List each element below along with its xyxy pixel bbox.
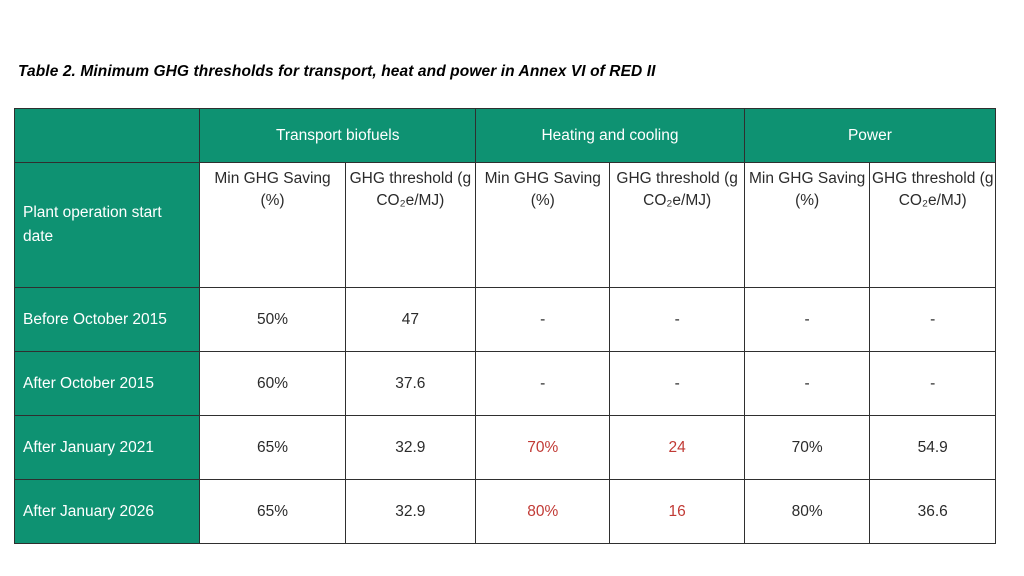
cell-value: - xyxy=(743,287,871,352)
table-row: Before October 2015 50% 47 - - - - xyxy=(13,287,996,352)
cell-value: 54.9 xyxy=(869,415,996,480)
cell-value: - xyxy=(609,287,745,352)
cell-value: 47 xyxy=(344,287,477,352)
row-header-title: Plant operation start date xyxy=(13,162,201,288)
cell-value: 65% xyxy=(199,479,346,544)
row-label: After October 2015 xyxy=(13,351,201,416)
subheader-text: GHG threshold (g CO₂e/MJ) xyxy=(871,170,994,210)
cell-value: 32.9 xyxy=(344,479,477,544)
cell-value: - xyxy=(869,287,996,352)
cell-value: 80% xyxy=(743,479,871,544)
cell-value: 65% xyxy=(199,415,346,480)
cell-value: 70% xyxy=(475,415,611,480)
subheader-heating-threshold: GHG threshold (g CO₂e/MJ) xyxy=(609,162,745,288)
table-row: After January 2026 65% 32.9 80% 16 80% 3… xyxy=(13,479,996,544)
cell-value: 37.6 xyxy=(344,351,477,416)
table-row: After October 2015 60% 37.6 - - - - xyxy=(13,351,996,416)
cell-value: 80% xyxy=(475,479,611,544)
subheader-power-min-saving: Min GHG Saving (%) xyxy=(743,162,871,288)
row-label: Before October 2015 xyxy=(13,287,201,352)
cell-value: - xyxy=(475,287,611,352)
cell-value: 16 xyxy=(609,479,745,544)
cell-value: - xyxy=(743,351,871,416)
cell-value: - xyxy=(475,351,611,416)
subheader-text: Min GHG Saving (%) xyxy=(484,170,601,210)
subheader-text: Min GHG Saving (%) xyxy=(214,170,331,210)
group-header-transport: Transport biofuels xyxy=(199,108,477,163)
table-caption: Table 2. Minimum GHG thresholds for tran… xyxy=(18,63,656,80)
subheader-transport-min-saving: Min GHG Saving (%) xyxy=(199,162,346,288)
cell-value: - xyxy=(869,351,996,416)
subheader-heating-min-saving: Min GHG Saving (%) xyxy=(475,162,611,288)
table-row: After January 2021 65% 32.9 70% 24 70% 5… xyxy=(13,415,996,480)
group-header-row: Transport biofuels Heating and cooling P… xyxy=(13,108,997,163)
cell-value: 60% xyxy=(199,351,346,416)
cell-value: 50% xyxy=(199,287,346,352)
ghg-thresholds-table: Transport biofuels Heating and cooling P… xyxy=(13,108,997,544)
corner-cell xyxy=(13,108,201,163)
cell-value: 70% xyxy=(743,415,871,480)
subheader-row: Plant operation start date Min GHG Savin… xyxy=(13,162,996,288)
cell-value: 36.6 xyxy=(869,479,996,544)
subheader-text: GHG threshold (g CO₂e/MJ) xyxy=(616,170,738,210)
cell-value: 32.9 xyxy=(344,415,477,480)
row-label: After January 2021 xyxy=(13,415,201,480)
cell-value: 24 xyxy=(609,415,745,480)
cell-value: - xyxy=(609,351,745,416)
group-header-power: Power xyxy=(743,108,997,163)
subheader-power-threshold: GHG threshold (g CO₂e/MJ) xyxy=(869,162,996,288)
row-label: After January 2026 xyxy=(13,479,201,544)
group-header-heating-cooling: Heating and cooling xyxy=(475,108,745,163)
subheader-text: Min GHG Saving (%) xyxy=(748,170,866,210)
subheader-transport-threshold: GHG threshold (g CO₂e/MJ) xyxy=(344,162,477,288)
subheader-text: GHG threshold (g CO₂e/MJ) xyxy=(349,170,472,210)
